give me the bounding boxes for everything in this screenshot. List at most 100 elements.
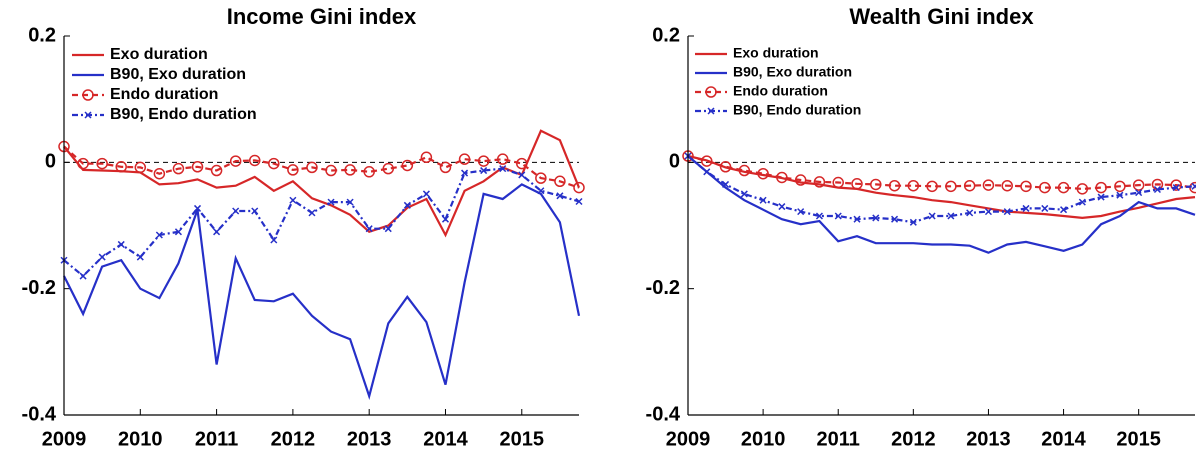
marker: [155, 231, 163, 239]
marker: [813, 176, 826, 188]
series-line: [63, 167, 580, 278]
marker: [556, 192, 564, 200]
marker: [213, 228, 221, 236]
marker: [909, 218, 917, 226]
x-tick-label: 2013: [966, 428, 1011, 450]
marker: [1078, 198, 1086, 206]
marker: [1097, 193, 1105, 201]
panel: Wealth Gini index 0.2 0 -0.2 -0.4 2009 2010 201…: [646, 4, 1196, 450]
marker: [287, 164, 299, 176]
marker: [401, 159, 414, 172]
marker: [797, 208, 805, 216]
marker: [984, 208, 992, 216]
marker: [134, 161, 147, 174]
marker: [759, 196, 767, 204]
x-tick-label: 2009: [666, 428, 711, 450]
y-tick-label: -0.4: [22, 403, 57, 425]
y-tick-label: 0.2: [652, 24, 680, 46]
marker: [554, 175, 566, 188]
marker: [117, 240, 125, 248]
marker: [1020, 180, 1032, 193]
marker: [325, 164, 337, 177]
marker: [888, 179, 901, 192]
series-line: [687, 155, 1196, 224]
marker: [422, 190, 430, 198]
legend-marker: [82, 89, 94, 101]
marker: [289, 196, 297, 204]
series-line: [687, 154, 1196, 191]
chart-title: Wealth Gini index: [849, 4, 1034, 29]
x-tick-label: 2012: [891, 428, 936, 450]
x-tick-label: 2014: [423, 428, 468, 450]
marker: [268, 157, 280, 170]
marker: [77, 157, 89, 170]
marker: [738, 164, 751, 177]
marker: [270, 236, 278, 244]
marker: [516, 157, 528, 170]
marker: [210, 164, 223, 177]
marker: [891, 215, 899, 223]
x-tick-label: 2015: [1116, 428, 1161, 450]
marker: [327, 198, 335, 206]
marker: [384, 225, 392, 233]
legend-label: B90, Endo duration: [733, 102, 861, 118]
marker: [537, 187, 545, 195]
marker: [193, 204, 202, 212]
x-tick-label: 2010: [118, 428, 163, 450]
marker: [1116, 191, 1124, 199]
marker: [439, 161, 452, 174]
y-tick-label: -0.4: [646, 403, 681, 425]
marker: [153, 167, 166, 180]
y-tick-label: -0.2: [22, 277, 56, 299]
x-tick-label: 2009: [42, 428, 87, 450]
chart-title: Income Gini index: [227, 4, 417, 29]
marker: [947, 212, 955, 220]
marker: [174, 228, 182, 236]
marker: [363, 166, 375, 178]
marker: [1135, 189, 1143, 197]
marker: [1003, 208, 1011, 216]
marker: [1057, 181, 1070, 194]
x-tick-label: 2012: [271, 428, 316, 450]
x-tick-label: 2015: [500, 428, 545, 450]
marker: [575, 197, 583, 206]
marker: [420, 151, 433, 164]
marker: [1076, 183, 1089, 195]
marker: [499, 165, 507, 173]
marker: [832, 176, 844, 189]
legend-label: Exo duration: [110, 46, 208, 63]
marker: [1172, 184, 1180, 192]
x-tick-label: 2011: [817, 428, 860, 450]
marker: [1170, 179, 1182, 191]
marker: [96, 157, 108, 170]
marker: [346, 198, 354, 206]
panel: Income Gini index 0.2 0 -0.2 -0.4 2009 2010 201…: [22, 4, 585, 450]
marker: [834, 212, 842, 220]
x-tick-label: 2011: [195, 428, 238, 450]
marker: [926, 180, 938, 193]
marker: [870, 178, 882, 191]
marker: [365, 225, 373, 233]
legend-marker: [707, 107, 715, 115]
marker: [703, 168, 711, 176]
legend-label: Exo duration: [733, 45, 819, 61]
marker: [308, 209, 316, 217]
marker: [573, 181, 585, 194]
marker: [722, 180, 730, 188]
marker: [172, 162, 185, 175]
marker: [1022, 204, 1030, 212]
x-tick-label: 2014: [1041, 428, 1086, 450]
marker: [928, 212, 936, 220]
y-tick-label: 0: [45, 151, 56, 173]
marker: [851, 178, 863, 190]
y-tick-label: 0.2: [28, 24, 56, 46]
marker: [1114, 180, 1126, 193]
series-line: [63, 145, 580, 189]
marker: [1060, 206, 1068, 214]
marker: [757, 167, 769, 180]
marker: [480, 167, 488, 175]
marker: [518, 171, 526, 179]
marker: [251, 207, 259, 215]
marker: [344, 164, 356, 176]
